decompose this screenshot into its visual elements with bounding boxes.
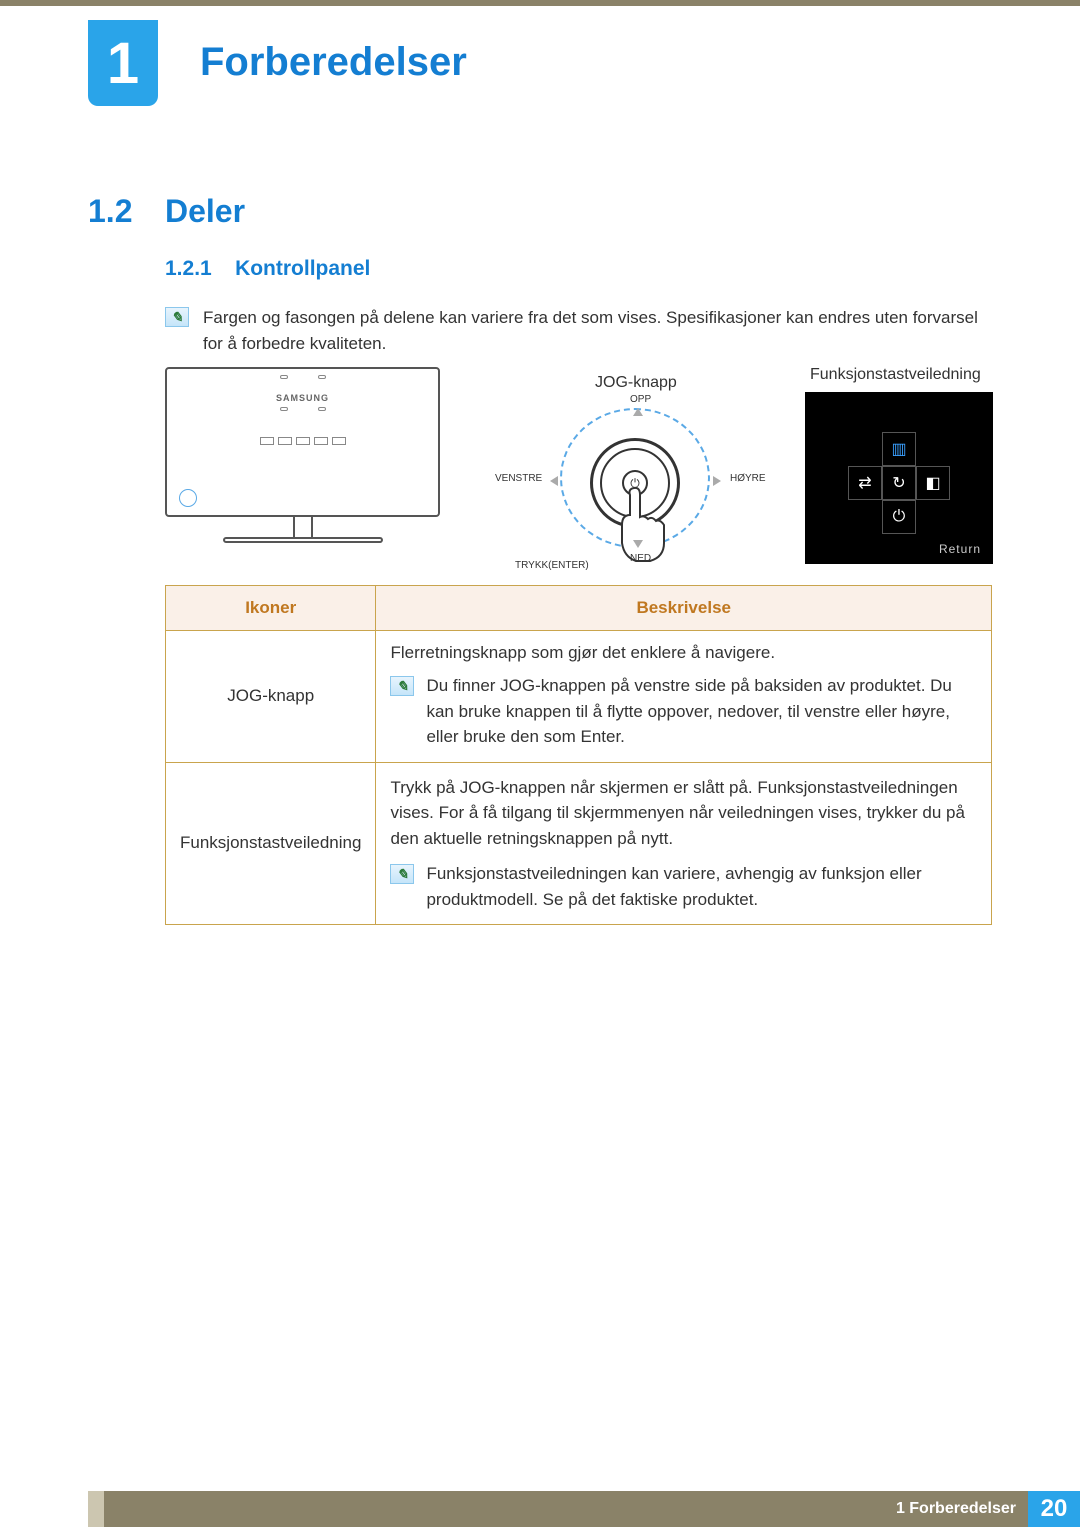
monitor-frame: SAMSUNG <box>165 367 440 517</box>
guide-source-icon: ⇄ <box>848 466 882 500</box>
jog-button-location <box>179 489 197 507</box>
guide-power-icon: ⏻ <box>882 500 916 534</box>
function-key-guide-panel: ▥ ⇄ ↻ ◧ ⏻ Return <box>805 392 993 564</box>
guide-menu-icon: ▥ <box>882 432 916 466</box>
table-row: Funksjonstastveiledning Trykk på JOG-kna… <box>166 762 992 925</box>
direction-down-label: NED <box>630 553 651 564</box>
table-header-description: Beskrivelse <box>376 586 992 631</box>
guide-pip-icon: ◧ <box>916 466 950 500</box>
row-main-text: Flerretningsknapp som gjør det enklere å… <box>390 643 977 663</box>
guide-return-label: Return <box>939 542 981 556</box>
section-number: 1.2 <box>88 193 132 230</box>
intro-note-text: Fargen og fasongen på delene kan variere… <box>203 305 992 356</box>
monitor-diagram: SAMSUNG <box>165 367 440 552</box>
arrow-left-icon <box>550 476 558 486</box>
monitor-mid-slots <box>280 407 326 411</box>
monitor-ports <box>260 437 346 445</box>
row-note-text: Du finner JOG-knappen på venstre side på… <box>426 673 977 750</box>
note-icon: ✎ <box>390 676 414 696</box>
table-header-icons: Ikoner <box>166 586 376 631</box>
page-footer: 1 Forberedelser 20 <box>0 1491 1080 1527</box>
subsection-title: Kontrollpanel <box>235 257 370 280</box>
monitor-top-slots <box>280 375 326 379</box>
direction-press-label: TRYKK(ENTER) <box>515 560 589 571</box>
direction-right-label: HØYRE <box>730 473 766 484</box>
footer-accent-light <box>88 1491 104 1527</box>
jog-direction-diagram: ⏻ OPP NED VENSTRE HØYRE TRYKK(ENTER) <box>495 400 775 570</box>
intro-note: ✎ Fargen og fasongen på delene kan varie… <box>165 305 992 356</box>
monitor-stand-neck <box>293 517 313 537</box>
arrow-right-icon <box>713 476 721 486</box>
footer-bar: 1 Forberedelser 20 <box>104 1491 1080 1527</box>
direction-left-label: VENSTRE <box>495 473 542 484</box>
function-key-guide-label: Funksjonstastveiledning <box>810 366 981 384</box>
chapter-title: Forberedelser <box>200 40 467 85</box>
arrow-down-icon <box>633 540 643 548</box>
subsection-heading: 1.2.1 Kontrollpanel <box>165 257 370 281</box>
note-icon: ✎ <box>165 307 189 327</box>
row-icon-label: JOG-knapp <box>166 631 376 763</box>
row-note-text: Funksjonstastveiledningen kan variere, a… <box>426 861 977 912</box>
arrow-up-icon <box>633 408 643 416</box>
row-description-cell: Flerretningsknapp som gjør det enklere å… <box>376 631 992 763</box>
monitor-brand-logo: SAMSUNG <box>276 393 329 403</box>
top-accent-bar <box>0 0 1080 6</box>
subsection-number: 1.2.1 <box>165 257 212 280</box>
monitor-stand-base <box>223 537 383 543</box>
guide-refresh-icon: ↻ <box>882 466 916 500</box>
section-title: Deler <box>165 193 245 230</box>
chapter-number: 1 <box>107 30 139 97</box>
direction-up-label: OPP <box>630 394 651 405</box>
row-main-text: Trykk på JOG-knappen når skjermen er slå… <box>390 775 977 852</box>
footer-chapter-ref: 1 Forberedelser <box>896 1500 1028 1518</box>
row-description-cell: Trykk på JOG-knappen når skjermen er slå… <box>376 762 992 925</box>
footer-page-number: 20 <box>1028 1491 1080 1527</box>
guide-icon-grid: ▥ ⇄ ↻ ◧ ⏻ <box>848 432 950 534</box>
note-icon: ✎ <box>390 864 414 884</box>
jog-knapp-label: JOG-knapp <box>595 374 677 392</box>
diagram-area: SAMSUNG JOG-knapp ⏻ OPP NED VENSTRE HØYR… <box>165 360 992 580</box>
chapter-badge: 1 <box>88 20 158 106</box>
row-icon-label: Funksjonstastveiledning <box>166 762 376 925</box>
description-table: Ikoner Beskrivelse JOG-knapp Flerretning… <box>165 585 992 925</box>
table-row: JOG-knapp Flerretningsknapp som gjør det… <box>166 631 992 763</box>
